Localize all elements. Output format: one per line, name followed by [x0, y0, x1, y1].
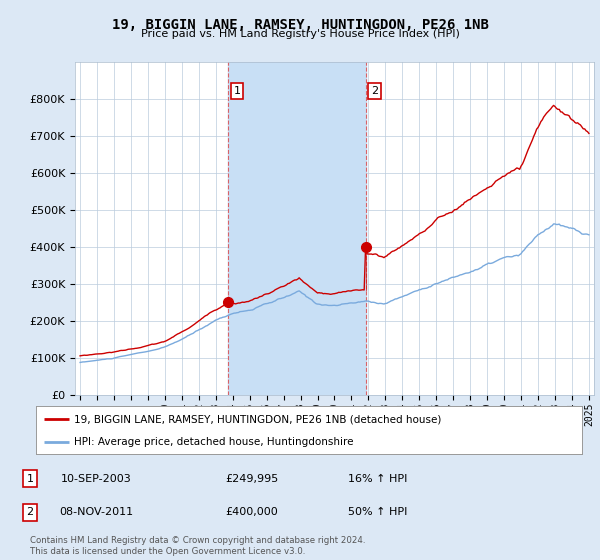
Text: 10-SEP-2003: 10-SEP-2003 [61, 474, 131, 484]
Text: 1: 1 [233, 86, 241, 96]
Text: 16% ↑ HPI: 16% ↑ HPI [349, 474, 407, 484]
Text: Contains HM Land Registry data © Crown copyright and database right 2024.
This d: Contains HM Land Registry data © Crown c… [30, 536, 365, 556]
Text: £400,000: £400,000 [226, 507, 278, 517]
Text: Price paid vs. HM Land Registry's House Price Index (HPI): Price paid vs. HM Land Registry's House … [140, 29, 460, 39]
Text: £249,995: £249,995 [226, 474, 278, 484]
Text: 08-NOV-2011: 08-NOV-2011 [59, 507, 133, 517]
Text: 1: 1 [26, 474, 34, 484]
Text: 19, BIGGIN LANE, RAMSEY, HUNTINGDON, PE26 1NB (detached house): 19, BIGGIN LANE, RAMSEY, HUNTINGDON, PE2… [74, 414, 442, 424]
Bar [229, 62, 365, 395]
Text: 50% ↑ HPI: 50% ↑ HPI [349, 507, 407, 517]
Text: 2: 2 [26, 507, 34, 517]
Text: 2: 2 [371, 86, 378, 96]
Text: 19, BIGGIN LANE, RAMSEY, HUNTINGDON, PE26 1NB: 19, BIGGIN LANE, RAMSEY, HUNTINGDON, PE2… [112, 18, 488, 32]
Text: HPI: Average price, detached house, Huntingdonshire: HPI: Average price, detached house, Hunt… [74, 437, 354, 447]
